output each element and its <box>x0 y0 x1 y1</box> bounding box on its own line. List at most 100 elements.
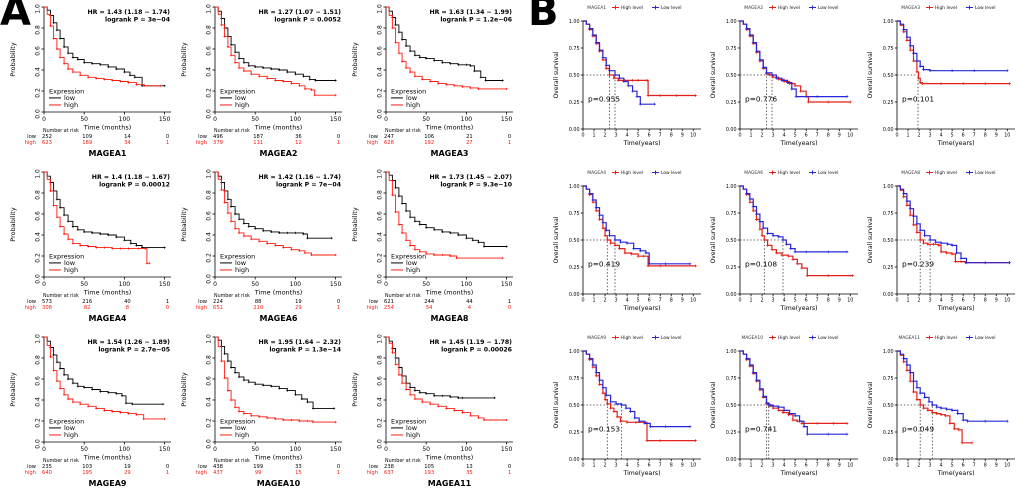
km-plot-a-MAGEA10: 1.00.80.60.40.20.00 50 100 150ProbabilityTi… <box>180 334 342 488</box>
y-tick-label: 0.50 <box>726 73 737 79</box>
risk-value: 1 <box>337 470 340 476</box>
number-at-risk-header: Number at risk <box>385 293 421 299</box>
legend-entry-label: Low level <box>975 5 995 11</box>
y-tick-label: 0.6 <box>377 211 384 221</box>
panel-b: B MAGEA1 High level Low level 1.00 0.75 0.50 0… <box>522 0 1020 496</box>
x-tick-label: 0 <box>895 463 898 469</box>
x-tick-label: 7 <box>816 298 819 304</box>
x-tick-label: 4 <box>626 133 629 139</box>
x-tick-label: 2 <box>761 298 764 304</box>
y-tick-label: 0.6 <box>377 46 384 56</box>
number-at-risk-header: Number at risk <box>214 128 250 134</box>
risk-value: 0 <box>508 305 511 311</box>
x-tick-label: 150 <box>330 281 342 288</box>
risk-value: 628 <box>384 140 394 146</box>
x-tick-label: 9 <box>838 298 841 304</box>
x-tick-label: 100 <box>119 116 131 123</box>
legend-entry-label: Low level <box>818 170 838 176</box>
y-tick-label: 0.8 <box>35 25 42 35</box>
x-tick-label: 0 <box>581 133 584 139</box>
panel-a-label: A <box>0 0 31 35</box>
x-tick-label: 5 <box>637 133 640 139</box>
legend-title: Expression <box>220 418 255 426</box>
y-tick-label: 0.25 <box>883 100 894 106</box>
number-at-risk-header: Number at risk <box>43 293 79 299</box>
risk-row-label: high <box>196 470 207 476</box>
risk-value: 106 <box>424 134 434 140</box>
legend-entry-label: high <box>235 101 249 109</box>
y-tick-label: 0.6 <box>35 211 42 221</box>
km-cell-a-MAGEA8: 1.0 0.8 0.6 0.4 0.2 0.0 0 50 100 150 Probability Ti… <box>348 165 519 330</box>
x-tick-label: 9 <box>681 298 684 304</box>
legend-entry-label: High level <box>778 335 800 341</box>
x-tick-label: 0 <box>384 281 388 288</box>
legend-entry-label: low <box>235 424 247 432</box>
risk-row-label: high <box>367 470 378 476</box>
risk-value: 40 <box>124 299 131 305</box>
legend-gene-title: MAGEA10 <box>742 335 764 341</box>
risk-value: 1 <box>166 299 169 305</box>
x-tick-label: 100 <box>461 116 473 123</box>
x-tick-label: 5 <box>951 463 954 469</box>
x-tick-label: 50 <box>422 446 430 453</box>
legend-entry-label: low <box>406 259 418 267</box>
y-tick-label: 0.25 <box>569 430 580 436</box>
p-value-label: p=0.108 <box>745 259 777 268</box>
x-tick-label: 4 <box>940 133 943 139</box>
y-tick-label: 0.6 <box>377 376 384 386</box>
y-tick-label: 0.50 <box>726 403 737 409</box>
legend-gene-title: MAGEA8 <box>901 170 920 176</box>
x-tick-label: 5 <box>951 133 954 139</box>
x-axis-title: Time (months) <box>425 289 474 297</box>
y-tick-label: 1.00 <box>569 19 580 25</box>
y-axis-title: Overall survival <box>867 216 874 263</box>
y-tick-label: 0.2 <box>206 88 213 98</box>
km-plot-a-MAGEA2: 1.00.80.60.40.20.00 50 100 150ProbabilityTi… <box>180 4 342 158</box>
p-value-label: p=0.776 <box>745 94 777 103</box>
legend-entry-label: Low level <box>975 170 995 176</box>
y-tick-label: 0.2 <box>377 88 384 98</box>
km-cell-a-MAGEA2: 1.0 0.8 0.6 0.4 0.2 0.0 0 50 100 150 Probability Ti… <box>177 0 348 165</box>
x-tick-label: 2 <box>918 133 921 139</box>
risk-value: 35 <box>466 470 473 476</box>
risk-value: 1 <box>508 299 511 305</box>
y-tick-label: 0.4 <box>35 397 42 407</box>
x-axis-title: Time(years) <box>937 470 975 477</box>
x-tick-label: 0 <box>213 116 217 123</box>
y-tick-label: 0.4 <box>35 67 42 77</box>
x-tick-label: 4 <box>626 463 629 469</box>
x-axis-title: Time (months) <box>83 454 132 462</box>
x-tick-label: 9 <box>995 298 998 304</box>
legend-entry-label: High level <box>621 335 643 341</box>
y-tick-label: 0.8 <box>206 190 213 200</box>
legend-entry-label: high <box>235 431 249 439</box>
logrank-annotation: logrank P = 0.0052 <box>274 17 341 24</box>
y-tick-label: 0.8 <box>206 25 213 35</box>
y-tick-label: 0.6 <box>206 211 213 221</box>
x-tick-label: 4 <box>783 463 786 469</box>
x-tick-label: 3 <box>772 463 775 469</box>
x-tick-label: 7 <box>816 133 819 139</box>
y-tick-label: 0.25 <box>883 430 894 436</box>
number-at-risk-header: Number at risk <box>214 293 250 299</box>
risk-value: 637 <box>384 470 394 476</box>
x-tick-label: 4 <box>626 298 629 304</box>
legend-title: Expression <box>49 418 84 426</box>
y-tick-label: 1.00 <box>726 349 737 355</box>
x-tick-label: 50 <box>251 446 259 453</box>
y-tick-label: 0.75 <box>569 211 580 217</box>
legend-entry-label: low <box>406 94 418 102</box>
x-tick-label: 1 <box>749 463 752 469</box>
y-axis-title: Probability <box>180 207 188 242</box>
x-tick-label: 7 <box>973 298 976 304</box>
x-tick-label: 50 <box>251 281 259 288</box>
y-tick-label: 0.25 <box>569 100 580 106</box>
km-cell-b-MAGEA10: MAGEA10 High level Low level 1.00 0.75 0.50 0.… <box>707 330 864 495</box>
risk-value: 216 <box>82 299 92 305</box>
x-tick-label: 100 <box>461 446 473 453</box>
risk-value: 0 <box>508 134 511 140</box>
km-cell-b-MAGEA1: MAGEA1 High level Low level 1.00 0.75 0.50 0.2… <box>550 0 707 165</box>
x-tick-label: 1 <box>749 298 752 304</box>
number-at-risk-header: Number at risk <box>385 128 421 134</box>
legend-entry-label: low <box>235 94 247 102</box>
